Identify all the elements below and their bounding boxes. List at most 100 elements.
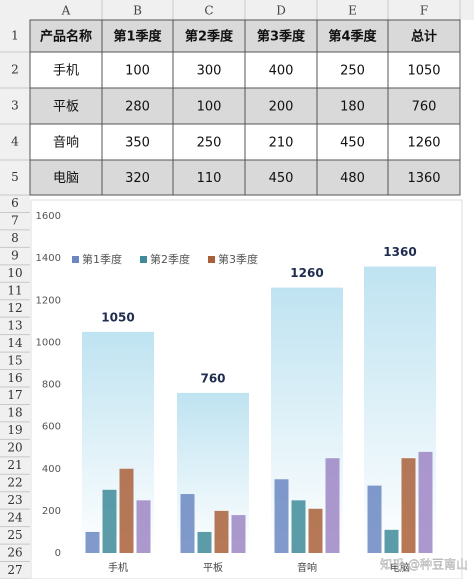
row-number: 23 [7, 493, 22, 507]
row-number: 22 [7, 476, 22, 490]
x-tick-label: 手机 [108, 561, 128, 574]
row-number: 27 [7, 563, 22, 577]
row-number: 21 [7, 458, 22, 472]
row-number: 2 [11, 63, 19, 77]
table-cell: 250 [197, 136, 222, 151]
row-number: 26 [7, 545, 22, 559]
bar [231, 515, 246, 553]
header-cell: 产品名称 [40, 29, 92, 45]
total-label: 1050 [101, 310, 134, 324]
table-cell: 手机 [53, 64, 79, 79]
row-number: 20 [7, 441, 22, 455]
header-cell: 总计 [411, 29, 437, 45]
bar [367, 485, 382, 553]
table-cell: 210 [269, 136, 294, 151]
row-number: 14 [7, 336, 23, 350]
row-number: 10 [7, 266, 22, 280]
table-cell: 110 [197, 171, 222, 186]
row-number: 18 [7, 406, 22, 420]
row-number: 17 [7, 388, 22, 402]
row-number: 4 [11, 135, 19, 149]
table-cell: 320 [125, 171, 150, 186]
row-number: 5 [11, 170, 19, 184]
column-letter: D [276, 4, 286, 18]
y-tick-label: 0 [55, 548, 61, 559]
table-cell: 450 [340, 136, 365, 151]
y-tick-label: 400 [42, 464, 61, 475]
legend-label: 第3季度 [218, 252, 258, 266]
column-letter: E [348, 4, 357, 18]
table-cell: 250 [340, 64, 365, 79]
bar [308, 508, 323, 553]
table-cell: 180 [340, 100, 365, 115]
row-number: 12 [7, 301, 22, 315]
header-cell: 第2季度 [185, 29, 234, 45]
y-tick-label: 600 [42, 422, 61, 433]
legend-swatch [72, 256, 79, 263]
column-header-bar [0, 0, 474, 20]
table-cell: 200 [269, 100, 294, 115]
legend-swatch [208, 256, 215, 263]
row-number: 15 [7, 353, 22, 367]
bar [384, 529, 399, 553]
table-cell: 480 [340, 171, 365, 186]
total-label: 1260 [290, 266, 323, 280]
row-number: 19 [7, 423, 22, 437]
bar [85, 531, 100, 553]
column-letter: C [204, 4, 213, 18]
row-number: 8 [11, 231, 19, 245]
row-number: 25 [7, 528, 22, 542]
table-cell: 100 [197, 100, 222, 115]
legend-swatch [140, 256, 147, 263]
table-cell: 平板 [53, 100, 79, 115]
x-tick-label: 平板 [203, 561, 223, 574]
bar [325, 458, 340, 553]
y-tick-label: 1400 [36, 253, 61, 264]
bar [119, 468, 134, 553]
row-number: 13 [7, 318, 22, 332]
total-label: 1360 [383, 245, 416, 259]
table-cell: 300 [197, 64, 222, 79]
y-tick-label: 1600 [36, 211, 61, 222]
row-number: 3 [11, 99, 19, 113]
y-tick-label: 1000 [36, 337, 61, 348]
header-cell: 第1季度 [113, 29, 162, 45]
table-cell: 280 [125, 100, 150, 115]
table-cell: 450 [269, 171, 294, 186]
header-cell: 第4季度 [328, 29, 377, 45]
bar [291, 500, 306, 553]
column-letter: A [61, 4, 71, 18]
bar [197, 531, 212, 553]
bar [136, 500, 151, 553]
bar [401, 458, 416, 553]
column-letter: B [133, 4, 142, 18]
row-number: 11 [7, 284, 22, 298]
bar [214, 510, 229, 553]
table-cell: 760 [412, 100, 437, 115]
table-cell: 1260 [407, 136, 440, 151]
table-cell: 1360 [407, 171, 440, 186]
row-number: 16 [7, 371, 22, 385]
row-number: 9 [11, 249, 19, 263]
row-number: 6 [11, 196, 19, 210]
table-cell: 400 [269, 64, 294, 79]
table-cell: 100 [125, 64, 150, 79]
legend-label: 第2季度 [150, 252, 190, 266]
row-number: 24 [7, 510, 23, 524]
total-label: 760 [200, 371, 225, 385]
table-cell: 音响 [53, 135, 79, 151]
bar [418, 451, 433, 553]
bar [274, 479, 289, 553]
row-number: 7 [11, 214, 19, 228]
table-cell: 1050 [407, 64, 440, 79]
y-tick-label: 800 [42, 380, 61, 391]
row-number: 1 [11, 29, 19, 43]
header-cell: 第3季度 [257, 29, 306, 45]
table-cell: 350 [125, 136, 150, 151]
watermark: 知乎 @种豆南山 [380, 557, 468, 572]
legend-label: 第1季度 [82, 252, 122, 266]
x-tick-label: 音响 [297, 561, 317, 574]
bar [180, 494, 195, 553]
table-cell: 电脑 [53, 171, 79, 186]
